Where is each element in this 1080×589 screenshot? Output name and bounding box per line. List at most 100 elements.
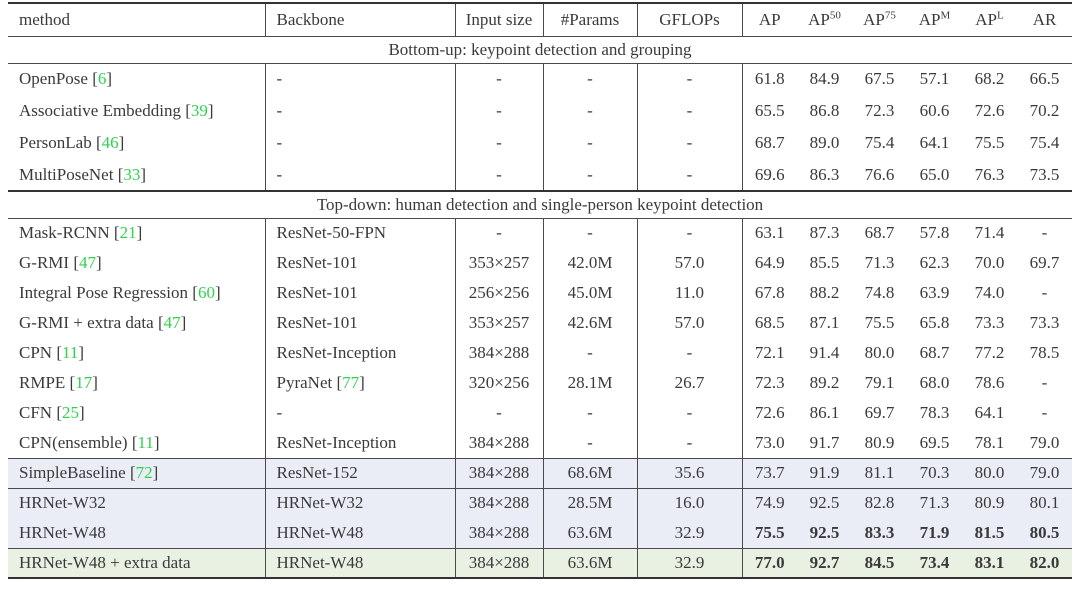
backbone-label: ResNet-101 xyxy=(276,283,358,302)
backbone-label: ResNet-50-FPN xyxy=(276,223,387,243)
citation-link[interactable]: 25 xyxy=(62,403,79,422)
params-cell: - xyxy=(543,95,638,127)
backbone-cell: - xyxy=(265,127,456,159)
table-row: Associative Embedding [39] - - - -65.5 86.8 72… xyxy=(8,95,1072,127)
backbone-label: HRNet-W32 xyxy=(276,493,364,513)
metric-cell: 69.6 xyxy=(754,164,785,184)
metric-cell: 78.1 xyxy=(974,432,1005,452)
column-header-label: AP xyxy=(918,9,941,29)
citation-link[interactable]: 21 xyxy=(119,223,137,243)
metric-cell: - xyxy=(1041,403,1048,422)
citation-link[interactable]: 77 xyxy=(342,373,360,392)
params-cell: 42.0M xyxy=(543,248,638,278)
metric-cell: 76.3 xyxy=(974,164,1005,184)
citation-link[interactable]: 39 xyxy=(190,101,208,120)
gflops-cell: - xyxy=(637,428,743,458)
citation-link[interactable]: 11 xyxy=(137,432,154,452)
metric-cell: 80.0 xyxy=(974,463,1005,482)
backbone-label: - xyxy=(276,69,283,89)
column-header-ar: AR xyxy=(1017,3,1072,36)
input-size-cell: - xyxy=(455,398,544,428)
gflops-cell: 57.0 xyxy=(637,308,743,338)
input-size-cell: - xyxy=(455,95,544,127)
column-header-label: AP xyxy=(758,9,781,29)
table-row: CPN(ensemble) [11] ResNet-Inception 384×28… xyxy=(8,428,1072,458)
method-label: CFN xyxy=(19,403,53,422)
metric-cell: 72.6 xyxy=(974,101,1005,120)
input-size-cell: 384×288 xyxy=(455,458,544,488)
metric-cell: 78.5 xyxy=(1029,343,1060,362)
backbone-cell: - xyxy=(265,159,456,191)
column-header-apm: APM xyxy=(907,3,962,36)
params-cell: - xyxy=(543,338,638,368)
column-header-label: AP xyxy=(863,9,885,29)
results-table: method Backbone Input size #Params GFLOPs AP A… xyxy=(8,2,1072,579)
method-cell: RMPE [17] xyxy=(8,368,266,398)
citation-link[interactable]: 17 xyxy=(75,373,93,392)
backbone-cell: ResNet-Inception xyxy=(265,428,456,458)
table-row: RMPE [17] PyraNet [77] 320×256 28.1M 26.7 72.… xyxy=(8,368,1072,398)
table-row: PersonLab [46] - - - -68.7 89.0 75.4 64.1 75.5 75… xyxy=(8,127,1072,159)
metric-cell: 68.0 xyxy=(919,373,950,392)
column-header-label: AP xyxy=(975,9,997,29)
backbone-cell: ResNet-152 xyxy=(265,458,456,488)
method-cell: HRNet-W48 + extra data xyxy=(8,548,266,578)
metric-cell: 91.4 xyxy=(809,343,840,362)
column-header-label: #Params xyxy=(560,9,620,29)
method-cell: MultiPoseNet [33] xyxy=(8,159,266,191)
method-cell: G-RMI + extra data [47] xyxy=(8,308,266,338)
citation-link[interactable]: 6 xyxy=(97,69,107,89)
metric-cell: 81.5 xyxy=(974,522,1005,542)
backbone-label: ResNet-152 xyxy=(276,463,358,482)
metric-cell: 87.1 xyxy=(809,313,840,332)
metric-cell: 92.7 xyxy=(809,552,840,572)
metric-cell: - xyxy=(1041,223,1048,243)
metric-cell: 72.3 xyxy=(754,373,785,392)
metric-cell: 68.2 xyxy=(974,69,1005,89)
method-cell: SimpleBaseline [72] xyxy=(8,458,266,488)
backbone-label: HRNet-W48 xyxy=(276,522,364,542)
citation-link[interactable]: 60 xyxy=(197,283,215,302)
method-cell: HRNet-W32 xyxy=(8,488,266,518)
metric-cell: 60.6 xyxy=(919,101,950,120)
metric-cell: 69.7 xyxy=(864,403,895,422)
citation-link[interactable]: 11 xyxy=(62,343,79,362)
metric-cell: 74.9 xyxy=(754,493,785,513)
method-label: OpenPose xyxy=(19,69,88,89)
metric-cell: 57.1 xyxy=(919,69,950,89)
metric-cell: 78.6 xyxy=(974,373,1005,392)
column-header-label: Input size xyxy=(465,9,533,29)
method-cell: CPN(ensemble) [11] xyxy=(8,428,266,458)
column-header-ap: AP xyxy=(742,3,797,36)
column-header-method: method xyxy=(8,3,266,36)
backbone-cell: - xyxy=(265,398,456,428)
metric-cell: 63.1 xyxy=(754,223,785,243)
method-label: Integral Pose Regression xyxy=(19,283,189,302)
method-cell: G-RMI [47] xyxy=(8,248,266,278)
table-row: CFN [25] - - - -72.6 86.1 69.7 78.3 64.1- xyxy=(8,398,1072,428)
column-header-ap50: AP50 xyxy=(797,3,852,36)
citation-link[interactable]: 47 xyxy=(78,253,96,272)
section-title: Bottom-up: keypoint detection and groupi… xyxy=(388,39,692,59)
metric-cell: 71.3 xyxy=(864,253,895,272)
column-header-label: AP xyxy=(808,9,830,29)
metric-cell: 65.8 xyxy=(919,313,950,332)
metric-cell: 73.4 xyxy=(919,552,950,572)
metric-cell: 81.1 xyxy=(864,463,895,482)
metric-cell: 75.4 xyxy=(864,133,895,152)
column-header-backbone: Backbone xyxy=(265,3,456,36)
column-header-superscript: 50 xyxy=(829,9,841,22)
column-header-superscript: 75 xyxy=(884,9,896,22)
citation-link[interactable]: 72 xyxy=(135,463,153,482)
method-label: Associative Embedding xyxy=(19,101,181,120)
backbone-label: ResNet-101 xyxy=(276,253,358,272)
gflops-cell: - xyxy=(637,63,743,95)
metric-cell: 85.5 xyxy=(809,253,840,272)
section-title: Top-down: human detection and single-per… xyxy=(316,194,764,214)
metric-cell: 83.3 xyxy=(864,522,895,542)
citation-link[interactable]: 46 xyxy=(101,133,119,152)
metric-cell: 84.9 xyxy=(809,69,840,89)
citation-link[interactable]: 33 xyxy=(123,164,141,184)
citation-link[interactable]: 47 xyxy=(163,313,181,332)
table-body: Bottom-up: keypoint detection and groupi… xyxy=(8,36,1072,578)
